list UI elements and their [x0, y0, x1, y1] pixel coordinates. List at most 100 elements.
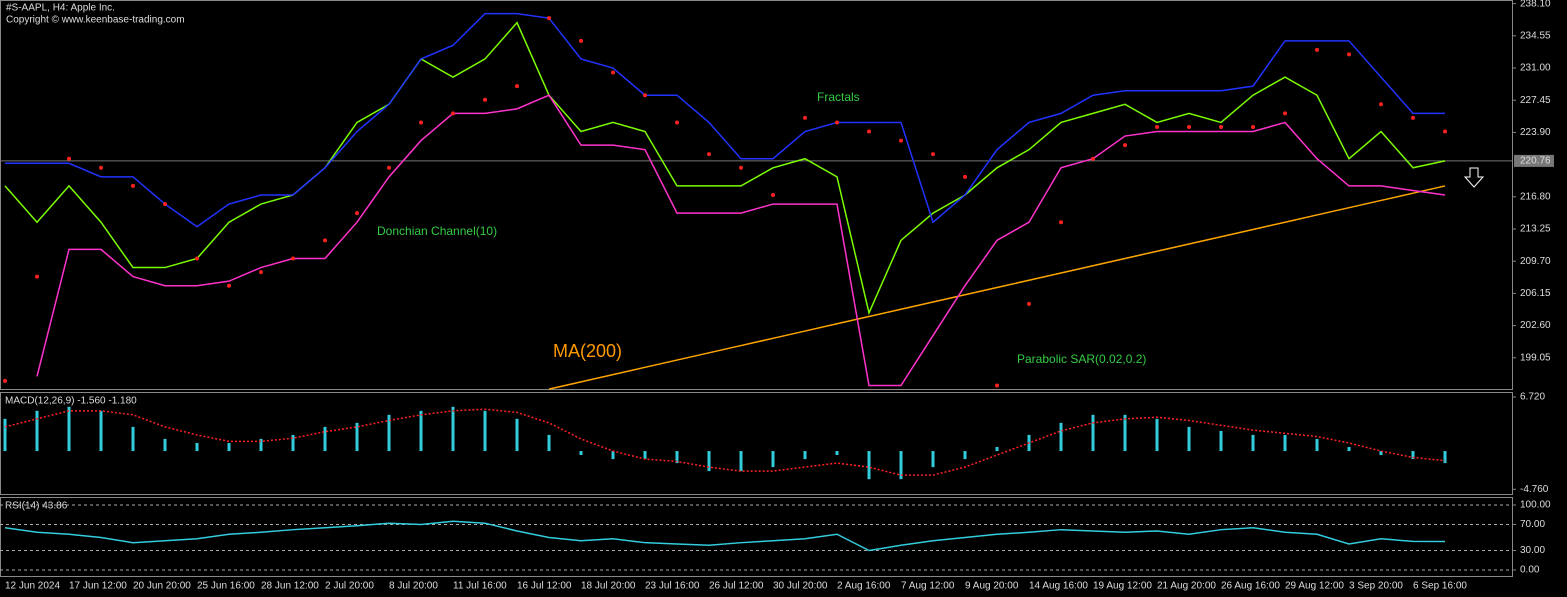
y-tick-label: 100.00: [1520, 500, 1551, 511]
x-tick-label: 29 Aug 12:00: [1285, 581, 1344, 592]
x-tick-label: 30 Jul 20:00: [773, 581, 828, 592]
x-tick-label: 26 Aug 16:00: [1221, 581, 1280, 592]
histogram-bar: [1411, 451, 1415, 460]
x-tick-label: 6 Sep 16:00: [1413, 581, 1467, 592]
y-tick-label: 6.720: [1520, 392, 1545, 403]
histogram-bar: [803, 451, 807, 460]
y-tick-label: 238.10: [1520, 0, 1551, 9]
histogram-bar: [739, 451, 743, 472]
sar-dot: [291, 256, 295, 261]
histogram-bar: [99, 410, 103, 452]
sar-dot: [547, 16, 551, 21]
y-tick-label: 216.80: [1520, 191, 1551, 202]
histogram-bar: [1283, 434, 1287, 452]
sar-dot: [323, 238, 327, 243]
sar-dot: [931, 152, 935, 157]
sar-dot: [1315, 47, 1319, 52]
sar-dot: [579, 38, 583, 43]
x-tick-label: 9 Aug 20:00: [965, 581, 1019, 592]
rsi-panel: [0, 497, 1513, 577]
panel-title: RSI(14) 43.86: [5, 501, 68, 512]
sar-dot: [451, 111, 455, 116]
series-line: [4, 408, 1446, 476]
histogram-bar: [515, 418, 519, 452]
histogram-bar: [227, 442, 231, 452]
series-line: [4, 21, 1446, 316]
histogram-bar: [1091, 414, 1095, 452]
histogram-bar: [1155, 418, 1159, 452]
sar-dot: [1091, 156, 1095, 161]
x-tick-label: 28 Jun 12:00: [261, 581, 319, 592]
y-tick-label: 227.45: [1520, 95, 1551, 106]
y-tick-label: 30.00: [1520, 545, 1545, 556]
histogram-bar: [899, 451, 903, 480]
x-tick-label: 2 Jul 20:00: [325, 581, 374, 592]
x-tick-label: 23 Jul 16:00: [645, 581, 700, 592]
histogram-bar: [963, 451, 967, 460]
sar-dot: [899, 138, 903, 143]
panel-title: MACD(12,26,9) -1.560 -1.180: [5, 396, 137, 407]
sar-dot: [355, 211, 359, 216]
series-line: [4, 520, 1446, 552]
histogram-bar: [1347, 446, 1351, 452]
histogram-bar: [1315, 438, 1319, 452]
histogram-bar: [451, 406, 455, 452]
y-tick-label: 234.55: [1520, 30, 1551, 41]
x-tick-label: 8 Jul 20:00: [389, 581, 438, 592]
sar-dot: [707, 152, 711, 157]
histogram-bar: [1379, 451, 1383, 456]
annotation: Parabolic SAR(0.02,0.2): [1017, 352, 1146, 366]
series-line: [5, 12, 1445, 228]
sar-dot: [739, 165, 743, 170]
y-tick-label: 0.00: [1520, 565, 1540, 576]
x-tick-label: 21 Aug 20:00: [1157, 581, 1216, 592]
x-tick-label: 3 Sep 20:00: [1349, 581, 1403, 592]
histogram-bar: [1219, 430, 1223, 452]
x-tick-label: 25 Jun 16:00: [197, 581, 255, 592]
y-tick-label: 213.25: [1520, 224, 1551, 235]
histogram-bar: [1251, 434, 1255, 452]
sar-dot: [1251, 124, 1255, 129]
sar-dot: [1283, 111, 1287, 116]
sar-dot: [1123, 143, 1127, 148]
x-tick-label: 19 Aug 12:00: [1093, 581, 1152, 592]
sar-dot: [995, 383, 999, 388]
histogram-bar: [643, 451, 647, 460]
y-tick-label: 199.05: [1520, 352, 1551, 363]
sar-dot: [419, 120, 423, 125]
histogram-bar: [1187, 426, 1191, 452]
x-tick-label: 18 Jul 20:00: [581, 581, 636, 592]
y-tick-label: 209.70: [1520, 256, 1551, 267]
main-panel: [0, 0, 1513, 390]
histogram-bar: [323, 426, 327, 452]
sar-dot: [259, 270, 263, 275]
histogram-bar: [291, 434, 295, 452]
x-tick-label: 2 Aug 16:00: [837, 581, 891, 592]
sar-dot: [867, 129, 871, 134]
histogram-bar: [419, 410, 423, 452]
x-tick-label: 11 Jul 16:00: [453, 581, 507, 592]
last-price-box: [1514, 154, 1554, 167]
annotation: Donchian Channel(10): [377, 224, 497, 238]
series-line: [36, 94, 1446, 387]
sar-dot: [1155, 124, 1159, 129]
sar-dot: [1219, 124, 1223, 129]
sar-dot: [1411, 115, 1415, 120]
histogram-bar: [1059, 422, 1063, 452]
sar-dot: [771, 193, 775, 197]
sar-dot: [35, 274, 39, 279]
histogram-bar: [867, 451, 871, 480]
sar-dot: [67, 156, 71, 161]
histogram-bar: [1443, 451, 1447, 464]
sar-dot: [1347, 52, 1351, 57]
histogram-bar: [195, 442, 199, 452]
sar-dot: [387, 165, 391, 170]
histogram-bar: [3, 418, 7, 452]
y-tick-label: 231.00: [1520, 63, 1551, 74]
y-tick-label: 70.00: [1520, 519, 1545, 530]
down-arrow: [1463, 167, 1485, 188]
sar-dot: [611, 70, 615, 75]
y-tick-label: -4.760: [1520, 484, 1549, 495]
